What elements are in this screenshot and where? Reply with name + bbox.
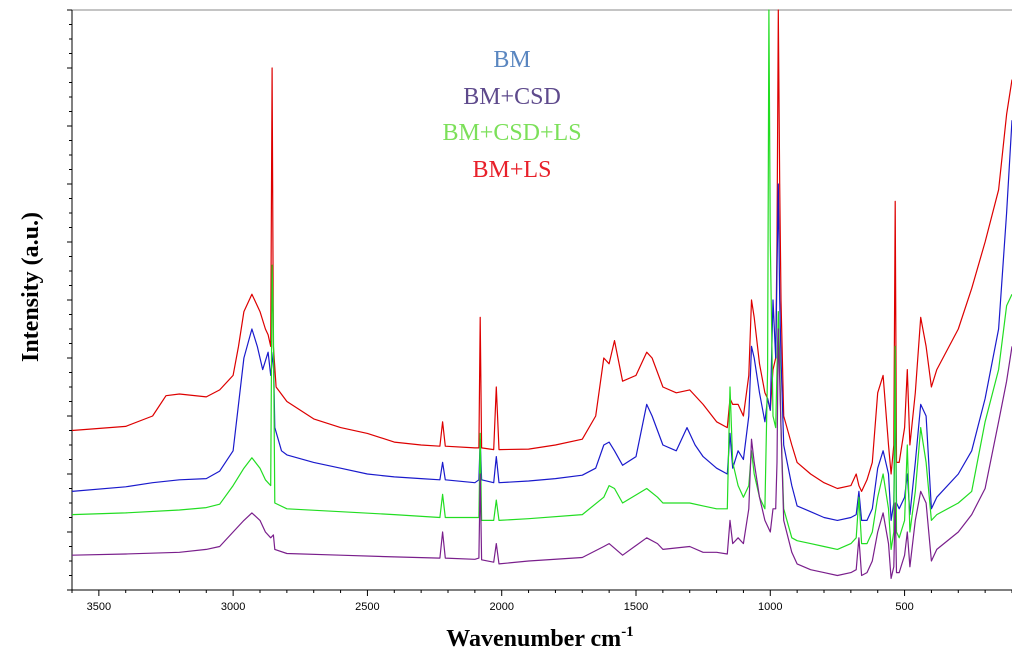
series-line-bm-ls [71, 9, 1012, 492]
y-axis-ticks [67, 9, 72, 591]
plot-area: 3500 3000 2500 2000 1500 1000 500 [67, 9, 1012, 613]
legend-entry-bm: BM [493, 47, 530, 73]
x-tick-label: 3500 [87, 601, 111, 613]
x-tick-label: 2000 [489, 601, 513, 613]
x-tick-label: 3000 [221, 601, 245, 613]
legend-entry-bm-ls: BM+LS [473, 157, 552, 183]
x-axis-title-main: Wavenumber cm [446, 626, 621, 652]
series-group [71, 9, 1012, 580]
legend-entry-bm-csd: BM+CSD [463, 84, 561, 110]
x-tick-label: 1500 [624, 601, 648, 613]
legend: BM BM+CSD BM+CSD+LS BM+LS [442, 47, 581, 183]
x-axis-ticks: 3500 3000 2500 2000 1500 1000 500 [71, 590, 1012, 613]
x-tick-label: 1000 [758, 601, 782, 613]
x-tick-label: 2500 [355, 601, 379, 613]
x-tick-label: 500 [895, 601, 913, 613]
legend-entry-bm-csd-ls: BM+CSD+LS [442, 120, 581, 146]
series-line-bm-csd [71, 328, 1012, 580]
x-axis-title: Wavenumber cm-1 [446, 624, 633, 652]
y-axis-title: Intensity (a.u.) [18, 212, 44, 362]
x-axis-title-superscript: -1 [621, 624, 634, 640]
